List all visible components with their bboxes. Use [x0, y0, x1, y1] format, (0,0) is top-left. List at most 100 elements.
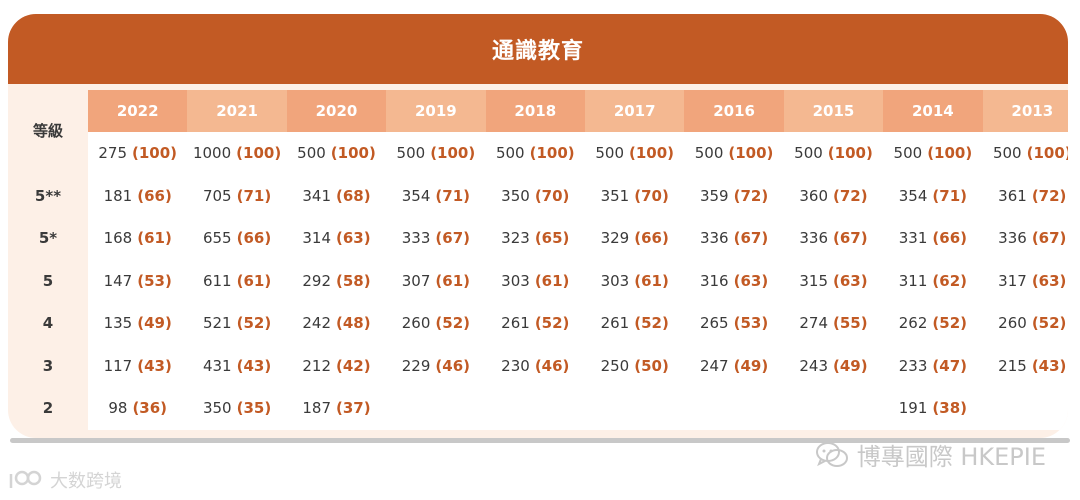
cutoff-percent: (48): [336, 314, 371, 332]
cutoff-percent: (68): [336, 186, 371, 205]
grade-label: 2: [42, 399, 54, 417]
cutoff-score: 250: [600, 356, 630, 375]
score-cell: 250 (50): [585, 345, 684, 387]
score-cell: 329 (66): [585, 217, 684, 259]
cutoff-score: 243: [799, 356, 829, 375]
cutoff-score: 500: [694, 144, 724, 162]
grade-column-header: 等級: [32, 121, 63, 140]
cutoff-score: 500: [495, 144, 525, 162]
cutoff-score: 317: [998, 271, 1027, 290]
cutoff-score: 351: [600, 186, 630, 205]
cutoff-score: 147: [103, 271, 133, 290]
cutoff-percent: (67): [733, 229, 769, 247]
score-cell: 350 (35): [187, 387, 286, 429]
score-cell: 117 (43): [88, 345, 187, 387]
cutoff-score: 191: [898, 399, 928, 417]
score-cell: 292 (58): [287, 260, 386, 302]
cutoff-score: 500: [396, 144, 426, 162]
cutoff-score: 316: [699, 271, 729, 290]
score-cell: 500 (100): [287, 132, 386, 174]
cutoff-percent: (43): [236, 356, 272, 375]
cutoff-percent: (49): [137, 314, 172, 332]
cutoff-percent: (70): [534, 186, 570, 205]
year-header-2020: 2020: [286, 90, 387, 132]
score-cell: 354 (71): [386, 175, 485, 217]
cutoff-percent: (100): [132, 144, 178, 162]
cutoff-percent: (100): [927, 144, 973, 162]
cutoff-percent: (36): [132, 399, 168, 417]
cutoff-score: 261: [501, 314, 530, 332]
cutoff-percent: (61): [236, 271, 272, 290]
year-header-2022: 2022: [88, 90, 188, 132]
score-cell: 261 (52): [486, 302, 585, 344]
cutoff-score: 181: [103, 186, 133, 205]
cutoff-percent: (100): [827, 144, 873, 162]
cutoff-score: 431: [202, 356, 232, 375]
score-cell: 147 (53): [88, 260, 187, 302]
cutoff-score: 247: [699, 356, 729, 375]
cutoff-percent: (62): [932, 271, 967, 290]
cutoff-percent: (100): [529, 144, 575, 162]
score-cell: 191 (38): [883, 387, 982, 429]
cutoff-percent: (52): [435, 314, 470, 332]
cutoff-percent: (66): [137, 186, 172, 205]
cutoff-percent: (61): [137, 229, 172, 247]
cutoff-score: 314: [302, 229, 332, 247]
cutoff-percent: (61): [435, 271, 470, 290]
score-cell: 242 (48): [287, 302, 386, 344]
cutoff-percent: (100): [236, 144, 282, 162]
score-cell: 350 (70): [486, 175, 585, 217]
cutoff-percent: (72): [833, 186, 868, 205]
cutoff-score: 323: [501, 229, 530, 247]
year-column-bg: [883, 132, 983, 430]
year-header-2019: 2019: [386, 90, 486, 132]
score-cell: 331 (66): [883, 217, 982, 259]
cutoff-percent: (72): [1031, 186, 1067, 205]
cutoff-percent: (53): [733, 314, 769, 332]
cutoff-percent: (100): [1026, 144, 1068, 162]
cutoff-score: 315: [799, 271, 829, 290]
score-cell: 314 (63): [287, 217, 386, 259]
score-cell: 212 (42): [287, 345, 386, 387]
cutoff-percent: (65): [534, 229, 570, 247]
cutoff-score: 135: [103, 314, 133, 332]
cutoff-score: 233: [898, 356, 928, 375]
cutoff-percent: (67): [833, 229, 868, 247]
cutoff-percent: (63): [733, 271, 769, 290]
cutoff-score: 1000: [192, 144, 232, 162]
year-column-bg: [485, 132, 585, 430]
cutoff-score: 212: [302, 356, 332, 375]
cutoff-score: 500: [297, 144, 326, 162]
cutoff-score: 303: [501, 271, 530, 290]
watermark-left-text: 大数跨境: [50, 471, 122, 492]
cutoff-percent: (46): [435, 356, 470, 375]
cutoff-percent: (66): [236, 229, 272, 247]
cutoff-percent: (52): [932, 314, 967, 332]
score-table-card: 通識教育 等級 2022 2021 2020 2019 2018 2017 2016 2015…: [8, 14, 1068, 438]
cutoff-percent: (52): [236, 314, 272, 332]
score-cell: 341 (68): [287, 175, 386, 217]
cutoff-score: 260: [998, 314, 1027, 332]
cutoff-score: 500: [893, 144, 923, 162]
cutoff-percent: (47): [932, 356, 967, 375]
cutoff-percent: (43): [137, 356, 172, 375]
score-cell: 500 (100): [983, 132, 1068, 174]
bottom-divider: [10, 438, 1070, 443]
cutoff-percent: (72): [733, 186, 769, 205]
year-header-2021: 2021: [187, 90, 287, 132]
year-header-2017: 2017: [585, 90, 685, 132]
score-cell: 354 (71): [883, 175, 982, 217]
cutoff-percent: (100): [330, 144, 376, 162]
cutoff-score: 215: [998, 356, 1027, 375]
score-cell: 705 (71): [187, 175, 286, 217]
score-cell: 307 (61): [386, 260, 485, 302]
cutoff-score: 360: [799, 186, 829, 205]
cutoff-score: 274: [799, 314, 829, 332]
cutoff-percent: (100): [728, 144, 774, 162]
score-cell: 233 (47): [883, 345, 982, 387]
score-cell: 500 (100): [386, 132, 485, 174]
year-header-2016: 2016: [684, 90, 784, 132]
year-column-bg: [88, 132, 188, 430]
cutoff-percent: (46): [534, 356, 570, 375]
cutoff-percent: (67): [435, 229, 470, 247]
